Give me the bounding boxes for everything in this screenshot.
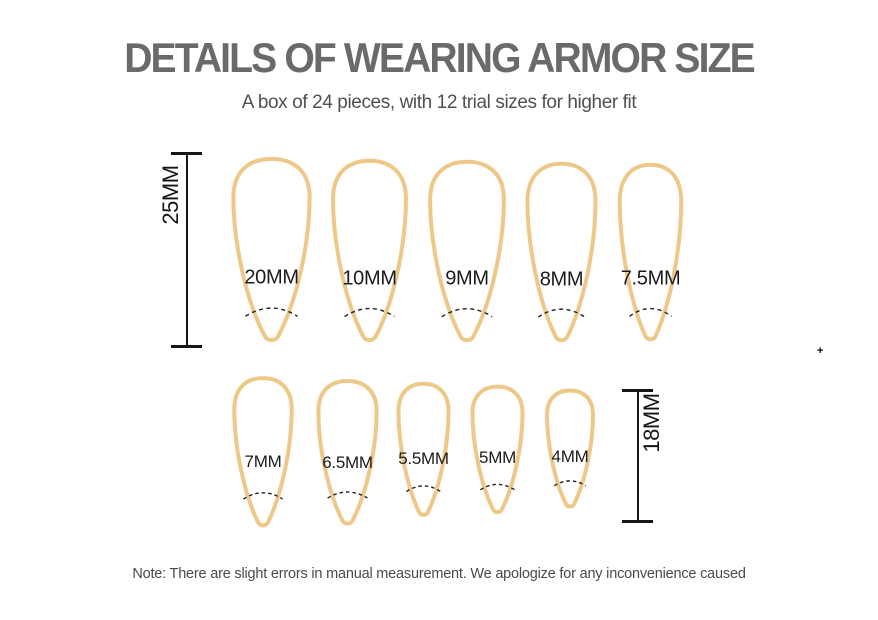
dimension-line-18mm: 18MM <box>622 389 664 523</box>
nail-bottom-2: 6.5MM <box>312 378 383 529</box>
dimension-rule <box>185 153 188 347</box>
smile-line-path <box>345 309 395 317</box>
nail-bottom-4: 5MM <box>467 384 528 517</box>
dimension-label-18mm: 18MM <box>639 393 664 453</box>
nail-outline-path <box>233 159 309 340</box>
nail-outline-path <box>430 162 504 340</box>
smile-line-path <box>406 486 440 492</box>
nail-top-5: 7.5MM <box>613 161 688 346</box>
nail-size-label: 4MM <box>551 446 589 466</box>
nail-outline-path <box>527 164 595 340</box>
nail-outline-path <box>547 390 593 506</box>
smile-line-path <box>630 309 672 317</box>
nail-size-label: 7MM <box>244 452 282 472</box>
nail-top-4: 8MM <box>520 160 603 347</box>
dimension-cap-bottom <box>622 520 653 523</box>
nail-outline-svg <box>393 381 454 520</box>
nail-outline-svg <box>520 160 603 347</box>
nail-top-1: 20MM <box>225 155 318 347</box>
nail-outline-svg <box>228 375 298 531</box>
nail-top-2: 10MM <box>325 157 414 347</box>
nail-outline-path <box>398 384 448 515</box>
nail-outline-svg <box>467 384 528 517</box>
nail-outline-svg <box>542 388 598 511</box>
nail-size-label: 5MM <box>479 448 516 468</box>
dimension-rule <box>636 390 639 522</box>
dimension-line-25mm: 25MM <box>158 152 202 348</box>
nail-bottom-3: 5.5MM <box>393 381 454 520</box>
nail-bottom-5: 4MM <box>542 388 598 511</box>
nail-outline-svg <box>613 161 688 346</box>
nail-bottom-1: 7MM <box>228 375 298 531</box>
smile-line-path <box>243 493 282 499</box>
nail-outline-path <box>620 165 682 340</box>
nail-outline-path <box>234 378 291 525</box>
nail-outline-svg <box>325 157 414 347</box>
nail-size-label: 20MM <box>244 266 299 289</box>
smile-line-path <box>554 481 585 486</box>
plus-mark: + <box>817 345 824 357</box>
nail-outline-path <box>472 387 522 513</box>
page-subtitle: A box of 24 pieces, with 12 trial sizes … <box>241 92 637 113</box>
nail-outline-path <box>333 161 406 340</box>
nail-outline-svg <box>422 158 512 347</box>
dimension-cap-bottom <box>171 345 202 348</box>
smile-line-path <box>442 309 492 317</box>
dimension-label-25mm: 25MM <box>158 165 183 225</box>
nail-size-label: 9MM <box>445 267 489 290</box>
nail-size-label: 7.5MM <box>620 267 681 290</box>
page-title: DETAILS OF WEARING ARMOR SIZE <box>124 34 755 81</box>
measurement-note: Note: There are slight errors in manual … <box>132 566 746 582</box>
nail-size-label: 10MM <box>342 267 397 290</box>
smile-line-path <box>538 309 584 317</box>
nail-size-label: 5.5MM <box>398 448 449 468</box>
nail-top-3: 9MM <box>422 158 512 347</box>
nail-outline-svg <box>312 378 383 529</box>
nail-outline-svg <box>225 155 318 347</box>
smile-line-path <box>328 492 368 498</box>
nail-size-label: 8MM <box>539 268 584 291</box>
smile-line-path <box>480 484 514 489</box>
nail-outline-path <box>318 381 376 524</box>
nail-size-label: 6.5MM <box>322 452 373 472</box>
